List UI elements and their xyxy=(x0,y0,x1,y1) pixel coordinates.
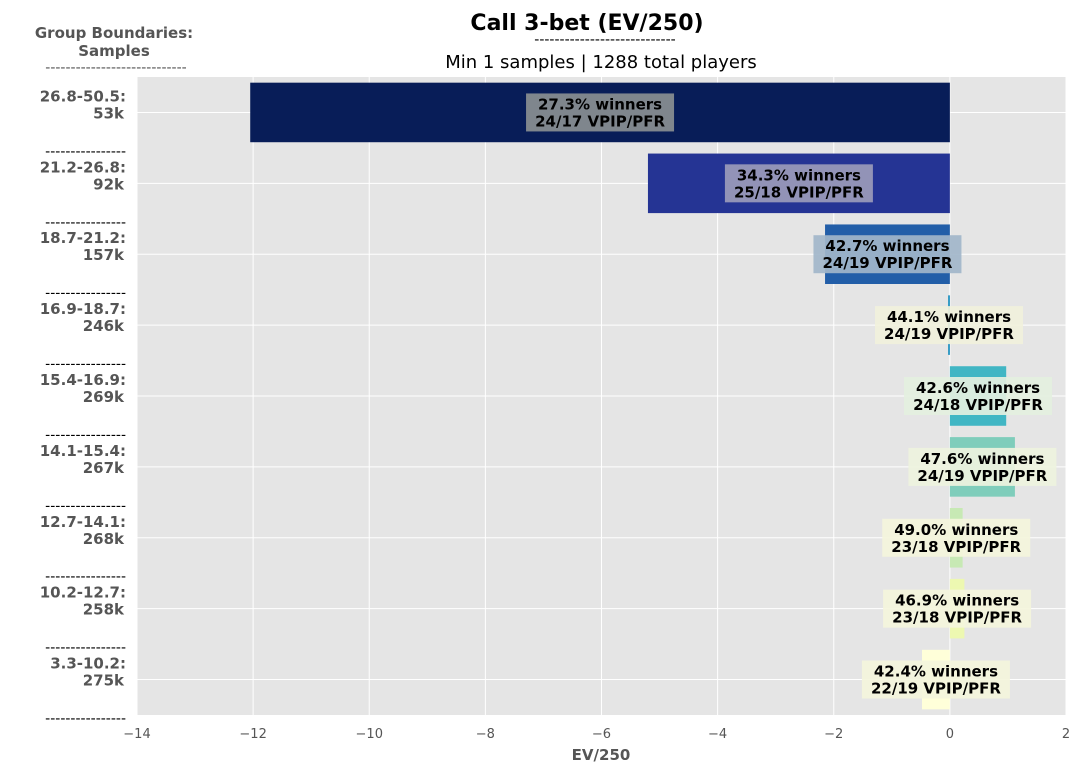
bar-label-box xyxy=(724,164,873,203)
bar-label-box xyxy=(875,306,1024,345)
group-range-label: 10.2-12.7: xyxy=(40,584,126,602)
bar-label-winners: 27.3% winners xyxy=(538,95,662,113)
group-samples-label: 258k xyxy=(83,601,125,619)
row-separator: ---------------- xyxy=(45,144,126,160)
chart-title: Call 3-bet (EV/250) xyxy=(470,11,703,36)
group-samples-label: 157k xyxy=(83,246,125,264)
y-axis-labels: 26.8-50.5:53k----------------21.2-26.8:9… xyxy=(40,87,126,727)
group-samples-label: 275k xyxy=(83,672,125,690)
bar-label-vpip: 24/17 VPIP/PFR xyxy=(535,112,665,130)
x-tick-label: 0 xyxy=(946,727,954,742)
bar-label-winners: 34.3% winners xyxy=(737,166,861,184)
x-tick-label: −4 xyxy=(708,727,727,742)
row-separator: ---------------- xyxy=(45,711,126,727)
x-tick-label: −12 xyxy=(239,727,266,742)
group-range-label: 12.7-14.1: xyxy=(40,513,126,531)
bar-label-box xyxy=(861,660,1010,699)
x-axis-ticks: −14 −12 −10 −8 −6 −4 −2 0 2 xyxy=(123,727,1070,742)
group-range-label: 18.7-21.2: xyxy=(40,229,126,247)
x-tick-label: −8 xyxy=(476,727,495,742)
chart-subtitle: Min 1 samples | 1288 total players xyxy=(445,52,757,73)
bar-label-box xyxy=(904,377,1053,415)
x-tick-label: −2 xyxy=(824,727,843,742)
bar-label-winners: 47.6% winners xyxy=(920,450,1044,468)
group-samples-label: 92k xyxy=(93,175,125,193)
bar-label-box xyxy=(813,235,962,274)
row-separator: ---------------- xyxy=(45,286,126,302)
row-separator: ---------------- xyxy=(45,215,126,231)
row-separator: ---------------- xyxy=(45,569,126,585)
x-tick-label: −14 xyxy=(123,727,150,742)
bar-label-box xyxy=(883,589,1032,628)
x-tick-label: −6 xyxy=(592,727,611,742)
group-range-label: 14.1-15.4: xyxy=(40,442,126,460)
bar-label-vpip: 23/18 VPIP/PFR xyxy=(891,538,1021,556)
bar-label-box xyxy=(908,447,1057,486)
bar-label-vpip: 24/19 VPIP/PFR xyxy=(917,467,1047,485)
row-separator: ---------------- xyxy=(45,357,126,373)
group-range-label: 26.8-50.5: xyxy=(40,87,126,105)
bar-label-winners: 44.1% winners xyxy=(887,308,1011,326)
bar-label-winners: 49.0% winners xyxy=(894,521,1018,539)
group-samples-label: 268k xyxy=(83,530,125,548)
group-header-rule: ---------------------------- xyxy=(45,60,186,76)
group-range-label: 16.9-18.7: xyxy=(40,300,126,318)
row-separator: ---------------- xyxy=(45,427,126,443)
bar-label-vpip: 24/19 VPIP/PFR xyxy=(884,325,1014,343)
bar-label-vpip: 25/18 VPIP/PFR xyxy=(734,183,864,201)
x-axis-label: EV/250 xyxy=(572,746,631,764)
bar-label-vpip: 23/18 VPIP/PFR xyxy=(892,609,1022,627)
bar-label-winners: 42.6% winners xyxy=(916,379,1040,397)
bar-label-box xyxy=(526,93,675,132)
group-samples-label: 267k xyxy=(83,459,125,477)
group-range-label: 21.2-26.8: xyxy=(40,158,126,176)
bar-label-box xyxy=(882,518,1031,557)
bar-label-winners: 46.9% winners xyxy=(895,592,1019,610)
x-tick-label: −10 xyxy=(356,727,383,742)
x-tick-label: 2 xyxy=(1062,727,1070,742)
bar-label-vpip: 22/19 VPIP/PFR xyxy=(871,680,1001,698)
group-header-line1: Group Boundaries: xyxy=(35,24,193,42)
group-samples-label: 53k xyxy=(93,104,125,122)
group-range-label: 3.3-10.2: xyxy=(50,655,126,673)
row-separator: ---------------- xyxy=(45,640,126,656)
group-range-label: 15.4-16.9: xyxy=(40,371,126,389)
title-underline: ---------------------------- xyxy=(534,32,675,48)
bar-label-vpip: 24/18 VPIP/PFR xyxy=(913,396,1043,414)
bar-label-winners: 42.4% winners xyxy=(874,663,998,681)
row-separator: ---------------- xyxy=(45,498,126,514)
bar-label-winners: 42.7% winners xyxy=(825,237,949,255)
group-samples-label: 246k xyxy=(83,317,125,335)
bar-label-vpip: 24/19 VPIP/PFR xyxy=(823,254,953,272)
group-header-line2: Samples xyxy=(78,42,150,60)
group-samples-label: 269k xyxy=(83,388,125,406)
